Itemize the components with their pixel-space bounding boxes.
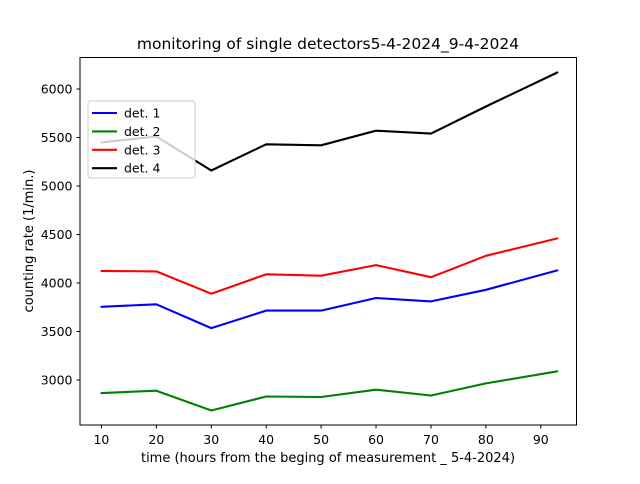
chart-title: monitoring of single detectors5-4-2024_9… [137, 35, 519, 54]
plot-frame [79, 57, 577, 426]
y-tick-label: 6000 [41, 82, 73, 97]
x-tick-label: 60 [368, 432, 384, 447]
axis-ticks: 10 20 30 40 50 60 70 80 90 3000 3500 4000 4500 5000 55… [41, 82, 549, 447]
series-line-3 [100, 237, 559, 295]
legend-label: det. 4 [124, 161, 160, 176]
x-tick-label: 70 [423, 432, 439, 447]
series-line-2 [100, 370, 559, 412]
y-axis-label: counting rate (1/min.) [22, 170, 37, 313]
x-tick-label: 20 [148, 432, 164, 447]
legend: det. 1 det. 2 det. 3 det. 4 [87, 100, 196, 179]
legend-label: det. 2 [124, 124, 160, 139]
series-line-1 [100, 269, 559, 330]
y-tick-label: 4500 [41, 227, 73, 242]
y-tick-label: 4000 [41, 276, 73, 291]
y-tick-label: 5000 [41, 179, 73, 194]
legend-label: det. 3 [124, 142, 160, 157]
x-axis-label: time (hours from the beging of measureme… [141, 451, 515, 466]
x-tick-label: 50 [313, 432, 329, 447]
x-tick-label: 30 [203, 432, 219, 447]
y-tick-label: 3000 [41, 372, 73, 387]
legend-box [87, 100, 196, 179]
x-tick-label: 90 [533, 432, 549, 447]
x-tick-label: 80 [478, 432, 494, 447]
y-tick-label: 3500 [41, 324, 73, 339]
x-tick-label: 10 [93, 432, 109, 447]
x-tick-label: 40 [258, 432, 274, 447]
legend-label: det. 1 [124, 106, 160, 121]
y-tick-label: 5500 [41, 130, 73, 145]
